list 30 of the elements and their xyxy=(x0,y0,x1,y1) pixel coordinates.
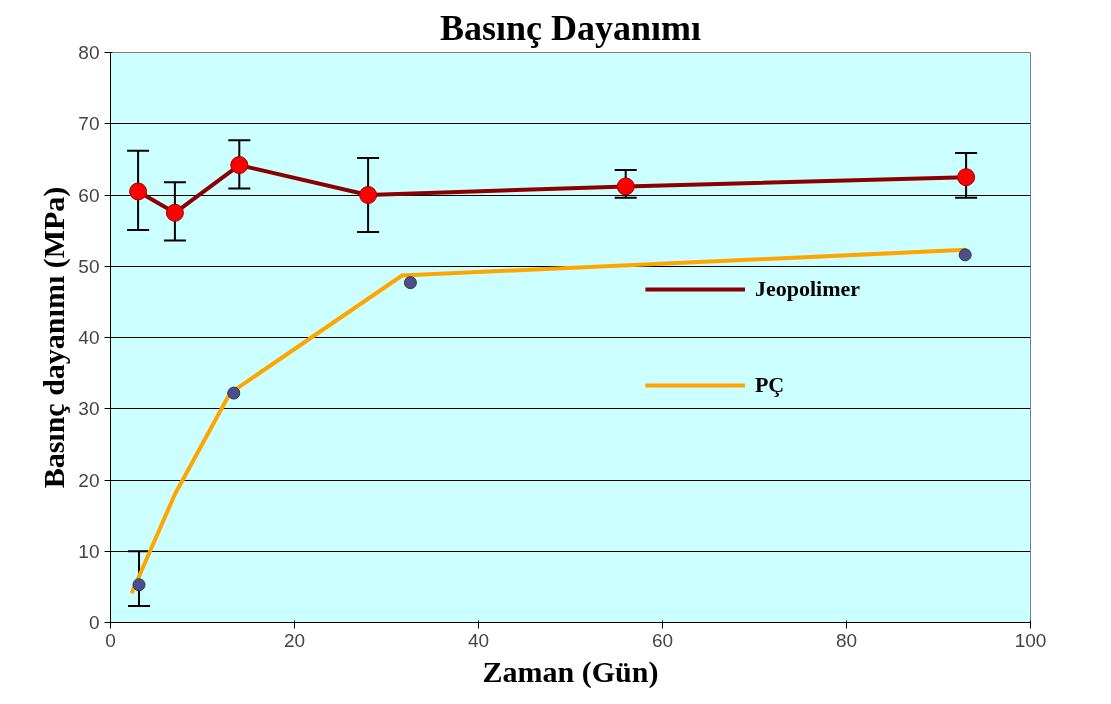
y-tick-label: 50 xyxy=(78,255,100,277)
x-tick-label: 20 xyxy=(283,629,306,651)
chart-title: Basınç Dayanımı xyxy=(439,7,702,48)
point xyxy=(403,276,417,290)
point xyxy=(616,177,635,196)
x-tick-label: 80 xyxy=(835,629,858,651)
y-tick-label: 70 xyxy=(78,113,100,135)
y-axis-title: Basınç dayanımı (MPa) xyxy=(37,186,72,489)
point xyxy=(132,578,146,592)
y-tick-label: 40 xyxy=(78,327,100,348)
x-tick-label: 60 xyxy=(651,629,674,651)
point xyxy=(227,386,241,400)
legend-label: Jeopolimer xyxy=(754,276,860,302)
y-tick-label: 0 xyxy=(88,612,100,633)
point xyxy=(165,203,184,222)
y-tick-label: 30 xyxy=(78,398,100,420)
legend-label: PÇ xyxy=(754,372,785,398)
y-tick-label: 10 xyxy=(78,540,100,562)
point xyxy=(359,186,378,204)
x-axis-title: Zaman (Gün) xyxy=(482,654,659,689)
x-tick-label: 40 xyxy=(467,629,490,651)
point xyxy=(129,182,148,201)
point xyxy=(957,168,976,187)
x-tick-label: 0 xyxy=(105,629,116,651)
point xyxy=(958,248,972,262)
y-tick-label: 60 xyxy=(78,184,100,206)
y-tick-label: 20 xyxy=(78,469,100,491)
y-tick-label: 80 xyxy=(78,42,100,63)
point xyxy=(230,156,249,175)
x-tick-label: 100 xyxy=(1014,629,1047,651)
